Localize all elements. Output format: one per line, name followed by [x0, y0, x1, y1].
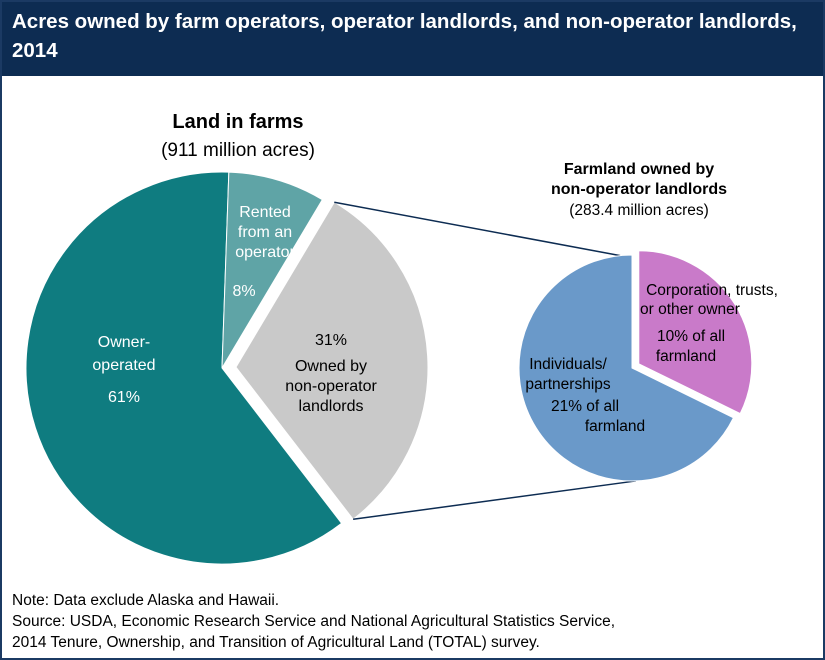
- right-pie-subtitle: (283.4 million acres): [569, 202, 709, 219]
- rented-label-line3: operator: [235, 244, 295, 261]
- indiv-label-line4: farmland: [585, 418, 645, 435]
- indiv-label-line2: partnerships: [525, 376, 611, 393]
- right-pie-title-line2: non-operator landlords: [551, 181, 727, 198]
- rented-pct-label: 8%: [232, 283, 255, 300]
- connector-line-top: [334, 201, 621, 257]
- slice-corporation-trusts: [638, 250, 753, 415]
- indiv-label-line3: 21% of all: [551, 398, 619, 415]
- nonop-label-line3: landlords: [299, 398, 364, 415]
- owner-label-line2: operated: [92, 357, 155, 374]
- nonop-pct-label: 31%: [315, 332, 347, 349]
- corp-label-line2: or other owner: [640, 301, 740, 318]
- owner-label-line1: Owner-: [98, 334, 150, 351]
- connector-line-bottom: [353, 480, 637, 521]
- corp-label-line1: Corporation, trusts,: [646, 282, 778, 299]
- title-bar: Acres owned by farm operators, operator …: [2, 2, 823, 76]
- rented-label-line2: from an: [238, 224, 292, 241]
- corp-label-line4: farmland: [656, 348, 716, 365]
- right-pie-title-line1: Farmland owned by: [564, 161, 714, 178]
- left-pie-title: Land in farms: [172, 111, 303, 133]
- notes-block: Note: Data exclude Alaska and Hawaii. So…: [12, 590, 812, 653]
- slice-owner-operated: [25, 171, 343, 565]
- source-text-line1: Source: USDA, Economic Research Service …: [12, 613, 616, 630]
- slice-non-operator-landlords: [235, 201, 429, 520]
- slice-individuals-partnerships: [518, 254, 735, 482]
- left-pie-subtitle: (911 million acres): [161, 140, 315, 161]
- rented-label-line1: Rented: [239, 204, 291, 221]
- indiv-label-line1: Individuals/: [529, 356, 607, 373]
- note-text: Note: Data exclude Alaska and Hawaii.: [12, 592, 280, 609]
- nonop-label-line2: non-operator: [285, 378, 377, 395]
- chart-title: Acres owned by farm operators, operator …: [12, 10, 797, 62]
- source-text-line2: 2014 Tenure, Ownership, and Transition o…: [12, 634, 540, 651]
- corp-label-line3: 10% of all: [657, 328, 725, 345]
- nonop-label-line1: Owned by: [295, 358, 367, 375]
- owner-pct-label: 61%: [108, 389, 140, 406]
- slice-rented-from-operator: [221, 171, 324, 369]
